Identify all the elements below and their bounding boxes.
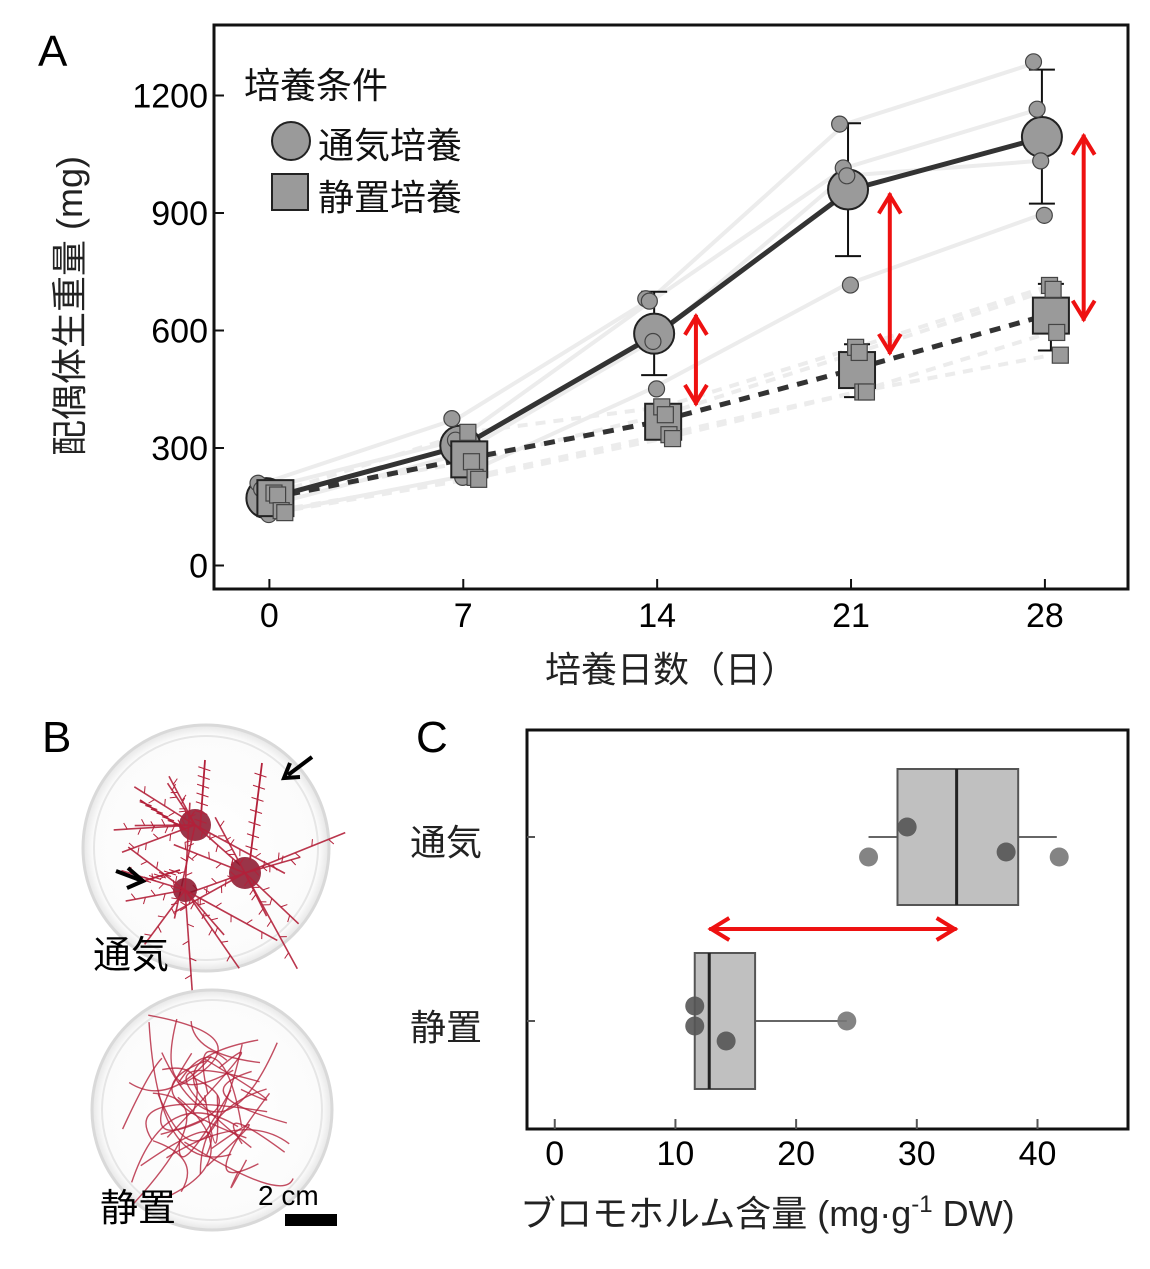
replicate-point [641, 293, 657, 309]
alga-branchlet [312, 839, 313, 846]
data-point [685, 997, 704, 1016]
data-point [898, 818, 917, 837]
replicate-point [1049, 324, 1065, 340]
alga-branchlet [185, 975, 191, 979]
replicate-point [471, 471, 487, 487]
replicate-point [839, 168, 855, 184]
legend-entry-aerated: 通気培養 [272, 122, 462, 166]
legend-label: 静置培養 [318, 177, 462, 218]
category-label-aerated: 通気 [410, 822, 482, 863]
replicate-point [1033, 153, 1049, 169]
alga-branchlet [232, 861, 233, 868]
x-axis-ticks: 0 7 14 21 28 [260, 579, 1064, 635]
y-tick-label: 1200 [132, 78, 208, 116]
alga-branchlet [185, 812, 186, 819]
panel-label-c: C [416, 713, 448, 762]
x-tick-label: 21 [832, 597, 870, 635]
data-point [685, 1017, 704, 1036]
panel-c: C 0 10 20 30 40 通気 静置 ブロモホルム含量 (mg·g-1 DW) [410, 713, 1128, 1234]
category-labels: 通気 静置 [410, 822, 535, 1048]
alga-branchlet [185, 842, 186, 849]
replicate-point [444, 411, 460, 427]
x-tick-label: 40 [1019, 1135, 1057, 1173]
y-tick-label: 900 [151, 195, 208, 233]
replicate-point [1052, 347, 1068, 363]
alga-branchlet [278, 853, 279, 860]
photo-aerated: 通気 [83, 725, 345, 992]
data-point [859, 848, 878, 867]
x-tick-label: 0 [260, 597, 279, 635]
panel-a: A 0 300 600 900 1200 0 7 14 21 28 培養日数（日） 配偶体生重量… [38, 25, 1128, 690]
alga-branchlet [165, 799, 166, 806]
x-axis-title-a: 培養日数（日） [545, 649, 797, 690]
replicate-point [649, 381, 665, 397]
x-tick-label: 10 [657, 1135, 695, 1173]
alga-branchlet [209, 852, 210, 859]
data-point [997, 843, 1016, 862]
legend-entry-static: 静置培養 [272, 174, 462, 218]
mean-marker-aerated [1022, 117, 1062, 157]
legend: 培養条件 通気培養 静置培養 [244, 65, 462, 218]
x-tick-label: 28 [1026, 597, 1064, 635]
x-tick-label: 20 [777, 1135, 815, 1173]
replicate-point [1026, 54, 1042, 70]
scale-bar [285, 1214, 337, 1226]
y-axis-ticks: 0 300 600 900 1200 [132, 78, 224, 586]
data-point [717, 1032, 736, 1051]
x-tick-label: 14 [638, 597, 676, 635]
replicate-point [657, 407, 673, 423]
panel-label-b: B [42, 713, 71, 762]
panel-label-a: A [38, 27, 68, 76]
replicate-point [645, 333, 661, 349]
x-tick-label: 7 [454, 597, 473, 635]
box [695, 953, 755, 1089]
replicate-point [851, 344, 867, 360]
data-point [837, 1012, 856, 1031]
x-axis-ticks: 0 10 20 30 40 [545, 1119, 1056, 1173]
replicate-point [842, 277, 858, 293]
replicate-point [1029, 101, 1045, 117]
photo-label-aerated: 通気 [93, 935, 169, 977]
y-axis-title-a: 配偶体生重量 (mg) [49, 156, 90, 456]
x-tick-label: 0 [545, 1135, 564, 1173]
difference-arrow [709, 918, 956, 940]
legend-title: 培養条件 [244, 65, 388, 106]
square-marker-icon [272, 174, 308, 210]
replicate-point [1036, 207, 1052, 223]
photo-label-static: 静置 [100, 1188, 176, 1230]
replicate-point [277, 505, 293, 521]
y-tick-label: 300 [151, 430, 208, 468]
replicate-point [1045, 281, 1061, 297]
replicate-point [270, 487, 286, 503]
replicate-point [665, 431, 681, 447]
y-tick-label: 0 [189, 548, 208, 586]
scale-bar-label: 2 cm [258, 1180, 319, 1211]
category-label-static: 静置 [410, 1007, 482, 1048]
replicate-point [858, 384, 874, 400]
y-tick-label: 600 [151, 313, 208, 351]
panel-b: B 通気 静置 2 cm [42, 713, 345, 1230]
x-tick-label: 30 [898, 1135, 936, 1173]
photo-static: 静置 2 cm [92, 990, 337, 1230]
alga-branchlet [285, 953, 289, 959]
data-point [1050, 848, 1069, 867]
replicate-point [460, 424, 476, 440]
alga-branchlet [144, 786, 145, 793]
replicate-point [832, 116, 848, 132]
legend-label: 通気培養 [318, 125, 462, 166]
x-axis-title-c: ブロモホルム含量 (mg·g-1 DW) [520, 1191, 1015, 1234]
replicate-point [463, 454, 479, 470]
circle-marker-icon [272, 122, 310, 160]
